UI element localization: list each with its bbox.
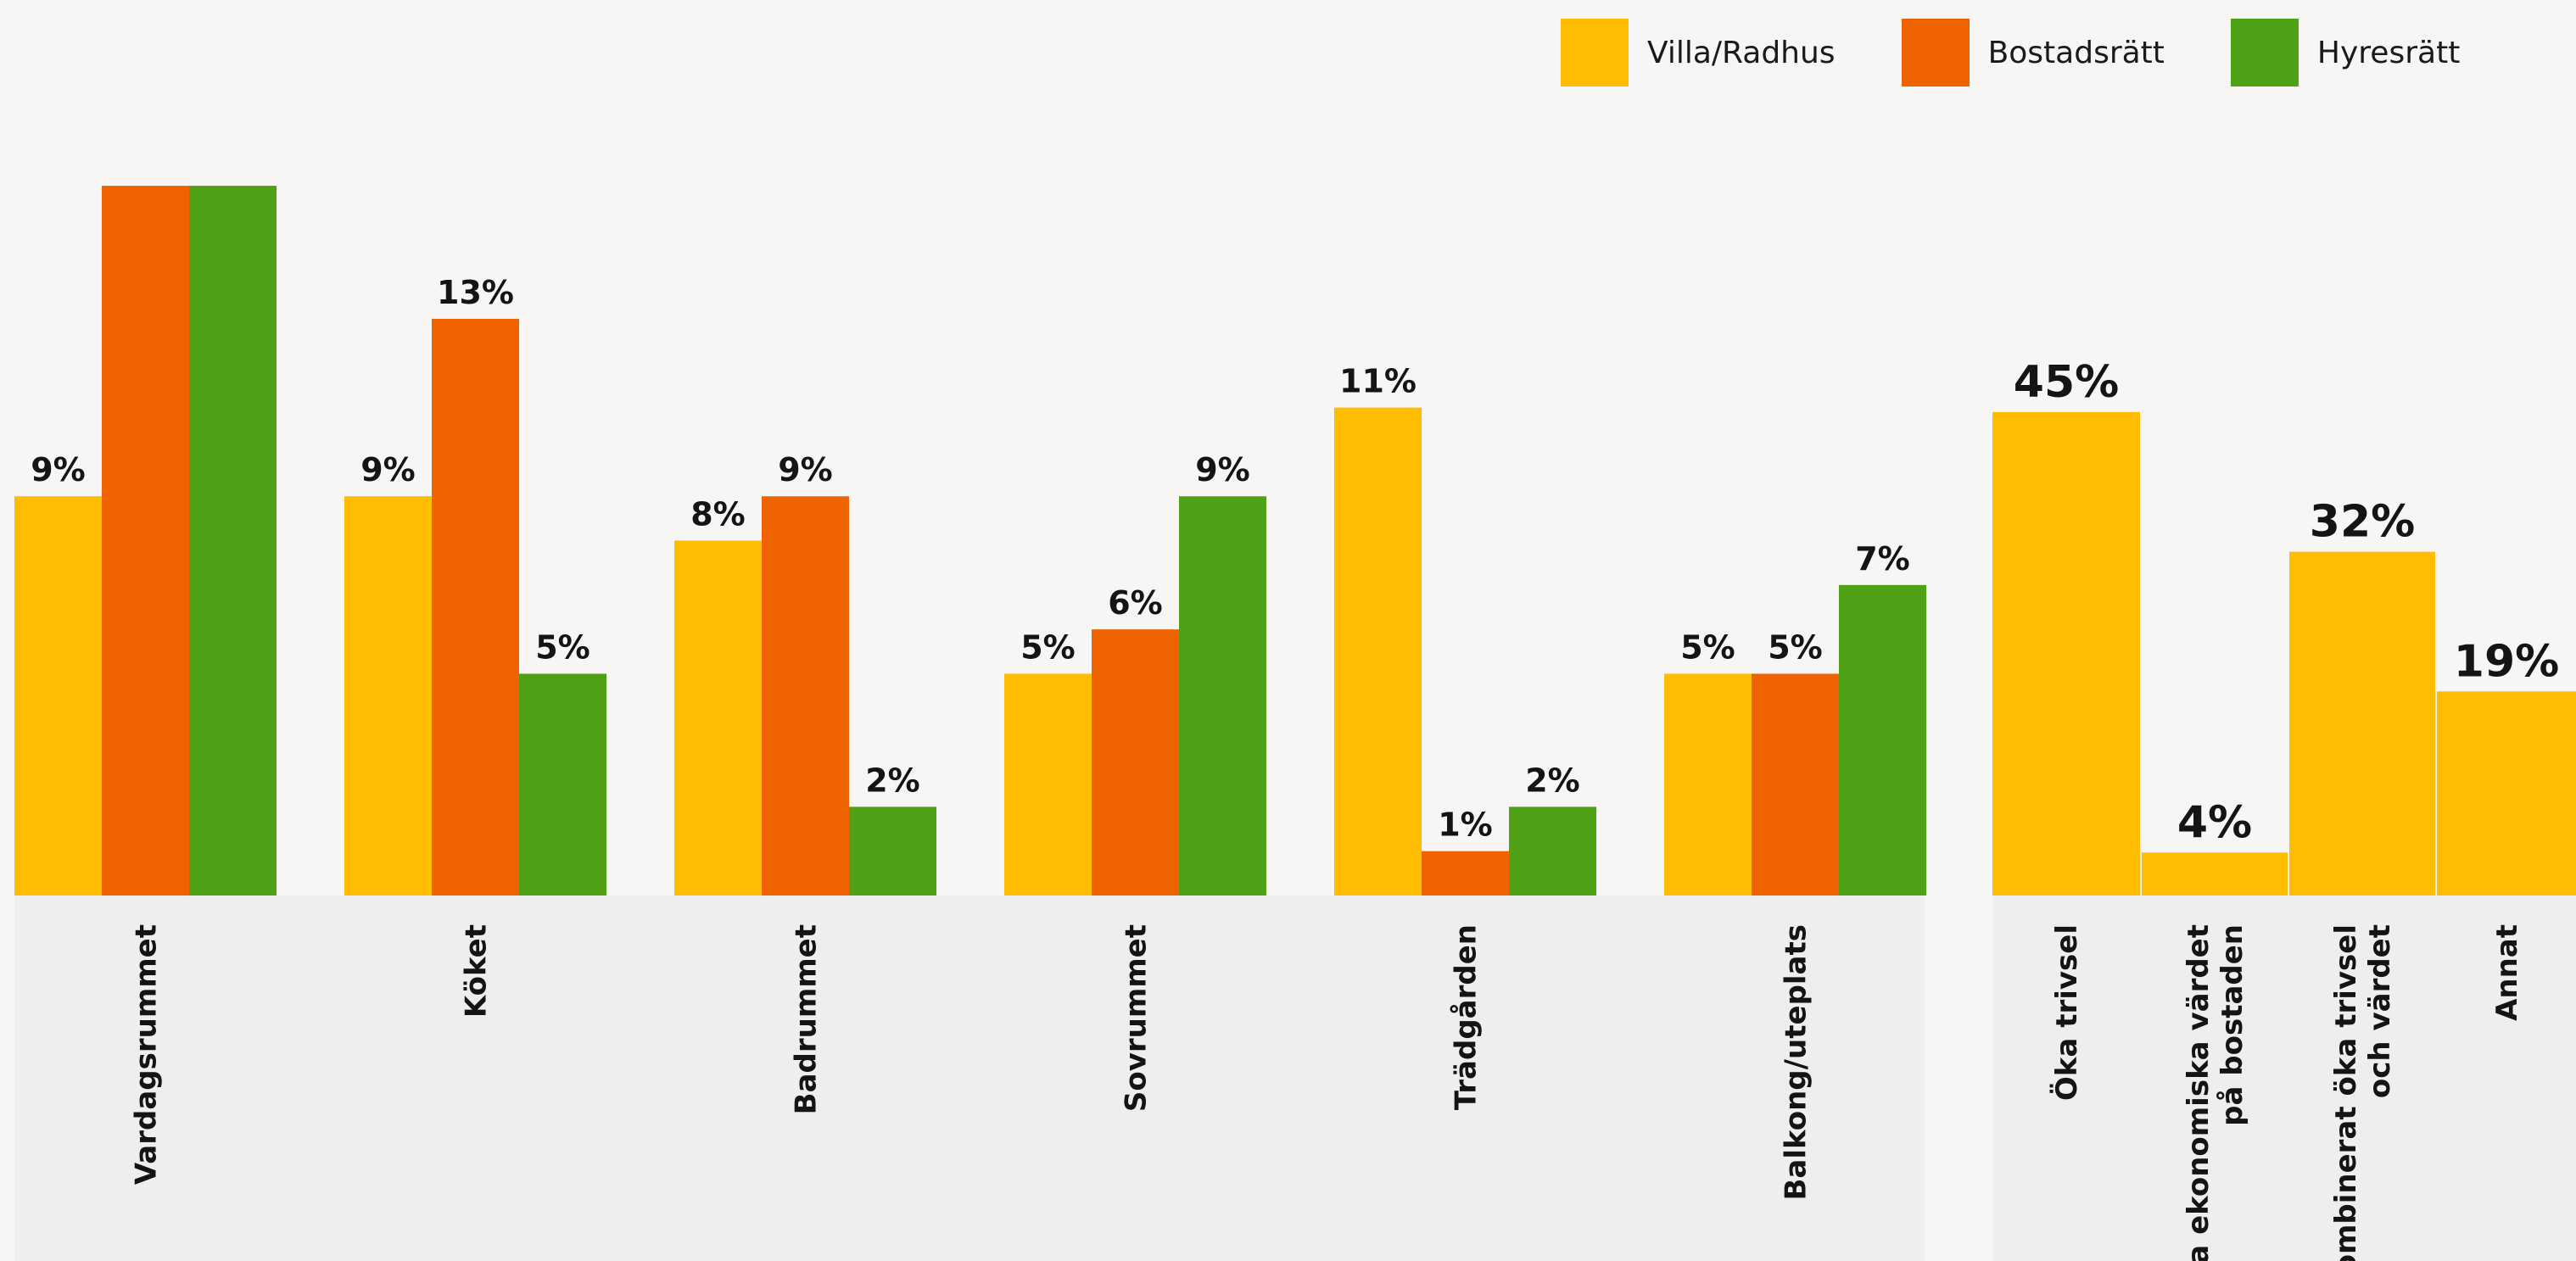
category-label-sovrummet: Sovrummet bbox=[1119, 924, 1153, 1112]
category-label-oka-trivsel: Öka trivsel bbox=[2049, 924, 2084, 1101]
bar-sovrummet-bostadsratt bbox=[1092, 629, 1179, 896]
legend-label-villa: Villa/Radhus bbox=[1647, 35, 1836, 70]
data-label-balkong-uteplats-hyresratt: 7% bbox=[1855, 540, 1910, 577]
data-label-koket-hyresratt: 5% bbox=[535, 628, 590, 666]
bar-badrummet-villa-radhus bbox=[674, 540, 762, 896]
bar-oka-trivsel bbox=[1992, 412, 2140, 896]
category-label-tradgarden: Trädgården bbox=[1449, 924, 1483, 1110]
data-label-vardagsrummet-villa-radhus: 9% bbox=[31, 451, 86, 488]
bar-balkong-uteplats-bostadsratt bbox=[1752, 673, 1839, 896]
category-label-badrummet: Badrummet bbox=[789, 924, 823, 1114]
bar-koket-hyresratt bbox=[519, 673, 606, 896]
data-label-badrummet-hyresratt: 2% bbox=[865, 762, 920, 799]
data-label-kombinerat-oka-trivsel: 32% bbox=[2310, 497, 2415, 548]
data-label-tradgarden-hyresratt: 2% bbox=[1525, 762, 1580, 799]
category-label-vardagsrummet: Vardagsrummet bbox=[129, 924, 163, 1185]
data-label-badrummet-villa-radhus: 8% bbox=[690, 496, 746, 533]
bar-kombinerat-oka-trivsel bbox=[2289, 551, 2435, 896]
data-label-koket-villa-radhus: 9% bbox=[360, 451, 416, 488]
category-label-oka-ekonomiska-vardet: Öka ekonomiska värdetpå bostaden bbox=[2181, 924, 2249, 1261]
chart-legend: Villa/Radhus Bostadsrätt Hyresrätt bbox=[1561, 19, 2526, 86]
data-label-sovrummet-hyresratt: 9% bbox=[1195, 451, 1250, 488]
bar-annat bbox=[2437, 691, 2576, 896]
legend-swatch-bostadsratt bbox=[1901, 19, 1970, 86]
legend-swatch-hyresratt bbox=[2230, 19, 2299, 86]
bar-sovrummet-villa-radhus bbox=[1004, 673, 1092, 896]
legend-item-hyresratt: Hyresrätt bbox=[2230, 19, 2461, 86]
legend-swatch-villa bbox=[1561, 19, 1629, 86]
data-label-balkong-uteplats-villa-radhus: 5% bbox=[1680, 628, 1735, 666]
data-label-tradgarden-villa-radhus: 11% bbox=[1339, 363, 1417, 400]
bar-vardagsrummet-bostadsratt bbox=[102, 186, 189, 896]
legend-label-hyresratt: Hyresrätt bbox=[2316, 35, 2461, 70]
bar-oka-ekonomiska-vardet bbox=[2142, 852, 2288, 896]
bar-tradgarden-villa-radhus bbox=[1334, 407, 1422, 896]
bar-vardagsrummet-villa-radhus bbox=[14, 496, 102, 896]
category-label-balkong-uteplats: Balkong/uteplats bbox=[1779, 924, 1813, 1200]
bar-balkong-uteplats-villa-radhus bbox=[1664, 673, 1752, 896]
category-band-left bbox=[14, 896, 1925, 1261]
bar-koket-bostadsratt bbox=[432, 319, 519, 896]
bar-badrummet-bostadsratt bbox=[762, 496, 849, 896]
bar-tradgarden-bostadsratt bbox=[1422, 851, 1509, 896]
bar-koket-villa-radhus bbox=[344, 496, 432, 896]
bar-vardagsrummet-hyresratt bbox=[189, 186, 277, 896]
bar-badrummet-hyresratt bbox=[849, 806, 936, 896]
bar-balkong-uteplats-hyresratt bbox=[1839, 584, 1926, 896]
legend-item-bostadsratt: Bostadsrätt bbox=[1901, 19, 2165, 86]
bar-tradgarden-hyresratt bbox=[1509, 806, 1596, 896]
data-label-balkong-uteplats-bostadsratt: 5% bbox=[1768, 628, 1823, 666]
data-label-tradgarden-bostadsratt: 1% bbox=[1438, 806, 1493, 844]
legend-label-bostadsratt: Bostadsrätt bbox=[1987, 35, 2165, 70]
category-label-annat: Annat bbox=[2490, 924, 2524, 1021]
data-label-oka-ekonomiska-vardet: 4% bbox=[2177, 797, 2252, 848]
legend-item-villa: Villa/Radhus bbox=[1561, 19, 1836, 86]
category-label-koket: Köket bbox=[459, 924, 493, 1018]
category-band-right bbox=[1992, 896, 2576, 1261]
data-label-oka-trivsel: 45% bbox=[2014, 357, 2119, 408]
data-label-sovrummet-villa-radhus: 5% bbox=[1020, 628, 1076, 666]
data-label-koket-bostadsratt: 13% bbox=[437, 274, 514, 311]
data-label-badrummet-bostadsratt: 9% bbox=[778, 451, 833, 488]
data-label-sovrummet-bostadsratt: 6% bbox=[1108, 584, 1163, 622]
category-label-kombinerat-oka-trivsel: Kombinerat öka trivseloch värdet bbox=[2329, 924, 2397, 1261]
bar-sovrummet-hyresratt bbox=[1179, 496, 1266, 896]
data-label-annat: 19% bbox=[2454, 636, 2559, 687]
